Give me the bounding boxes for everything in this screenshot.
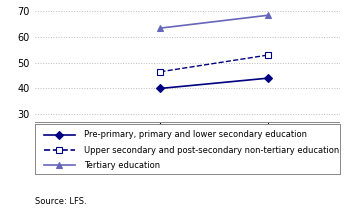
Text: Tertiary education: Tertiary education	[84, 161, 160, 170]
Text: Pre-primary, primary and lower secondary education: Pre-primary, primary and lower secondary…	[84, 130, 307, 139]
Text: Upper secondary and post-secondary non-tertiary education: Upper secondary and post-secondary non-t…	[84, 146, 339, 155]
Text: Source: LFS.: Source: LFS.	[35, 197, 87, 206]
